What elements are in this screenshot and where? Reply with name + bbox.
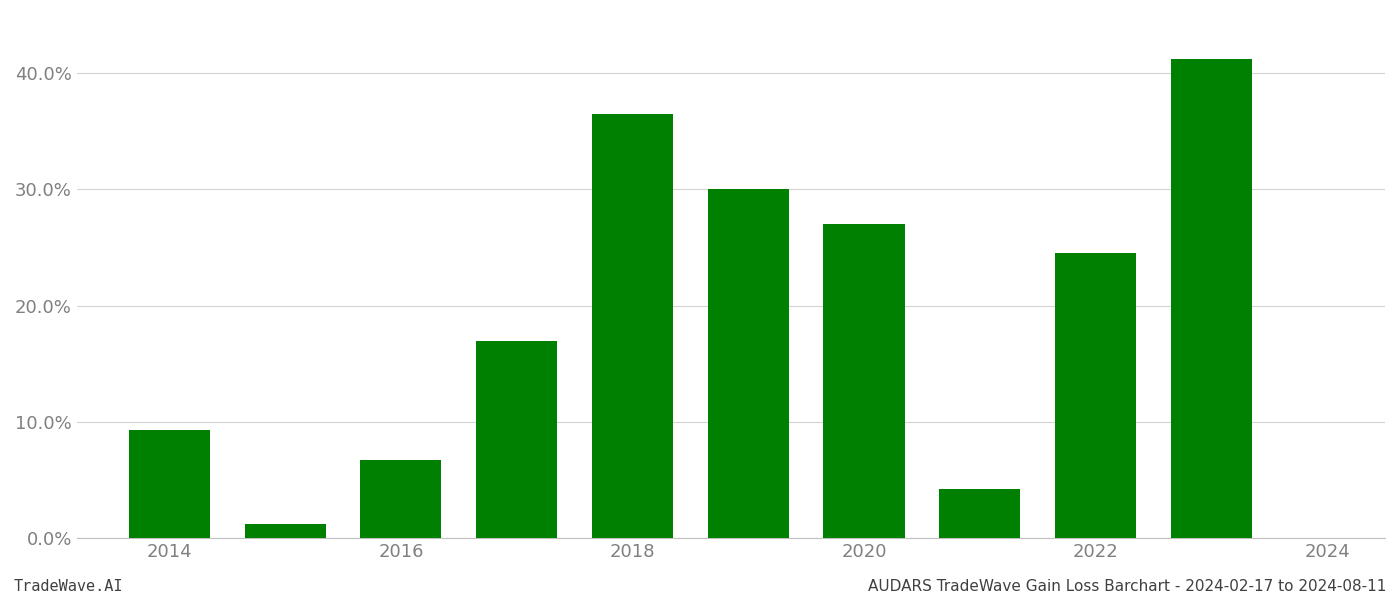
Bar xyxy=(1056,253,1135,538)
Text: AUDARS TradeWave Gain Loss Barchart - 2024-02-17 to 2024-08-11: AUDARS TradeWave Gain Loss Barchart - 20… xyxy=(868,579,1386,594)
Bar xyxy=(245,524,326,538)
Bar xyxy=(129,430,210,538)
Bar xyxy=(939,490,1021,538)
Bar xyxy=(360,460,441,538)
Bar xyxy=(476,341,557,538)
Bar xyxy=(708,190,788,538)
Text: TradeWave.AI: TradeWave.AI xyxy=(14,579,123,594)
Bar xyxy=(1170,59,1252,538)
Bar xyxy=(592,114,673,538)
Bar xyxy=(823,224,904,538)
